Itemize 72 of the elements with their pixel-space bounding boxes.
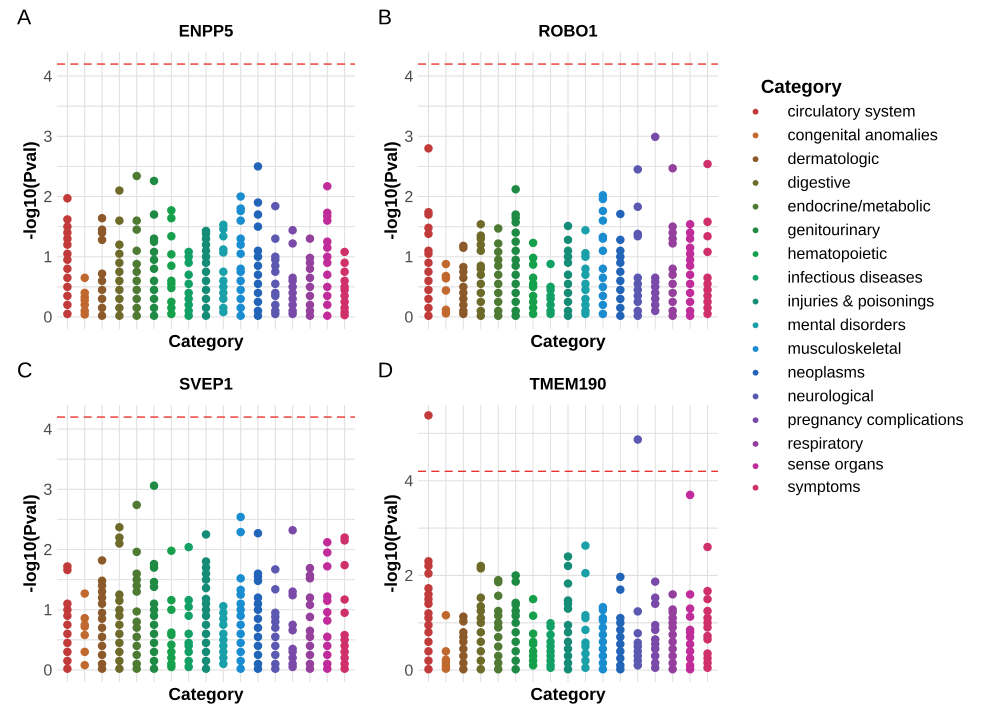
point — [202, 656, 210, 666]
y-tick-label: 2 — [405, 570, 412, 582]
legend-label: sense organs — [788, 460, 883, 473]
x-axis-title: Category — [531, 334, 606, 351]
x-axis-title: Category — [169, 334, 244, 351]
y-tick-label: 3 — [44, 130, 52, 142]
point — [528, 238, 538, 248]
point — [546, 260, 555, 268]
point — [424, 664, 433, 674]
y-axis-title: -log10(Pval) — [384, 495, 401, 592]
x-axis-title: Category — [169, 688, 244, 704]
legend-label: neoplasms — [788, 366, 864, 381]
point — [511, 185, 520, 194]
legend-label: musculoskeletal — [788, 342, 900, 354]
y-tick-label: 1 — [406, 251, 413, 262]
point — [564, 222, 572, 230]
point — [616, 210, 625, 218]
legend-label: pregnancy complications — [788, 413, 964, 428]
y-axis-title: -log10(Pval) — [384, 142, 401, 239]
chart-title: ROBO1 — [539, 24, 598, 37]
y-tick-label: 2 — [44, 544, 52, 556]
point — [668, 164, 677, 172]
legend-label: dermatologic — [788, 152, 879, 168]
text: C — [18, 362, 32, 378]
y-tick-label: 1 — [44, 604, 52, 616]
legend-label: symptoms — [788, 482, 860, 496]
legend-label: mental disorders — [788, 318, 906, 330]
point — [703, 160, 712, 168]
y-tick-label: 0 — [44, 311, 52, 323]
legend-label: endocrine/metabolic — [788, 200, 930, 212]
legend-title: Category — [762, 80, 842, 97]
point — [686, 220, 694, 228]
point — [476, 220, 486, 228]
y-tick-label: 4 — [44, 70, 52, 82]
text: D — [379, 362, 392, 378]
y-tick-label: 3 — [44, 484, 52, 495]
y-tick-label: 4 — [44, 424, 52, 435]
point — [424, 646, 433, 656]
point — [494, 224, 503, 233]
y-tick-label: 4 — [404, 475, 413, 486]
legend-label: congenital anomalies — [788, 128, 938, 144]
y-tick-label: 0 — [44, 664, 52, 676]
legend-label: infectious diseases — [788, 271, 922, 283]
chart-title: SVEP1 — [180, 378, 232, 390]
chart-title: ENPP5 — [180, 24, 233, 37]
legend-label: circulatory system — [788, 104, 914, 120]
legend-label: digestive — [788, 176, 850, 192]
point — [202, 664, 210, 674]
legend-label: injuries & poisonings — [788, 294, 934, 310]
text: B — [379, 10, 391, 24]
y-tick-label: 1 — [44, 251, 52, 262]
point — [650, 132, 660, 142]
point — [634, 165, 642, 174]
legend-label: hematopoietic — [788, 247, 887, 262]
y-axis-title: -log10(Pval) — [23, 142, 40, 239]
y-tick-label: 4 — [404, 70, 413, 82]
chart-title: TMEM190 — [530, 378, 606, 390]
point — [424, 144, 433, 153]
y-tick-label: 3 — [405, 130, 413, 142]
point — [424, 656, 433, 665]
y-axis-title: -log10(Pval) — [23, 495, 40, 592]
y-tick-label: 2 — [405, 190, 412, 202]
point — [581, 226, 590, 235]
text: A — [17, 10, 32, 24]
point — [442, 260, 450, 268]
legend-label: respiratory — [788, 437, 864, 452]
y-tick-label: 0 — [405, 664, 413, 676]
x-axis-title: Category — [531, 688, 606, 704]
y-tick-label: 0 — [405, 311, 413, 323]
legend-label: neurological — [788, 390, 873, 405]
y-tick-label: 2 — [44, 190, 52, 202]
legend-label: genitourinary — [788, 224, 880, 238]
